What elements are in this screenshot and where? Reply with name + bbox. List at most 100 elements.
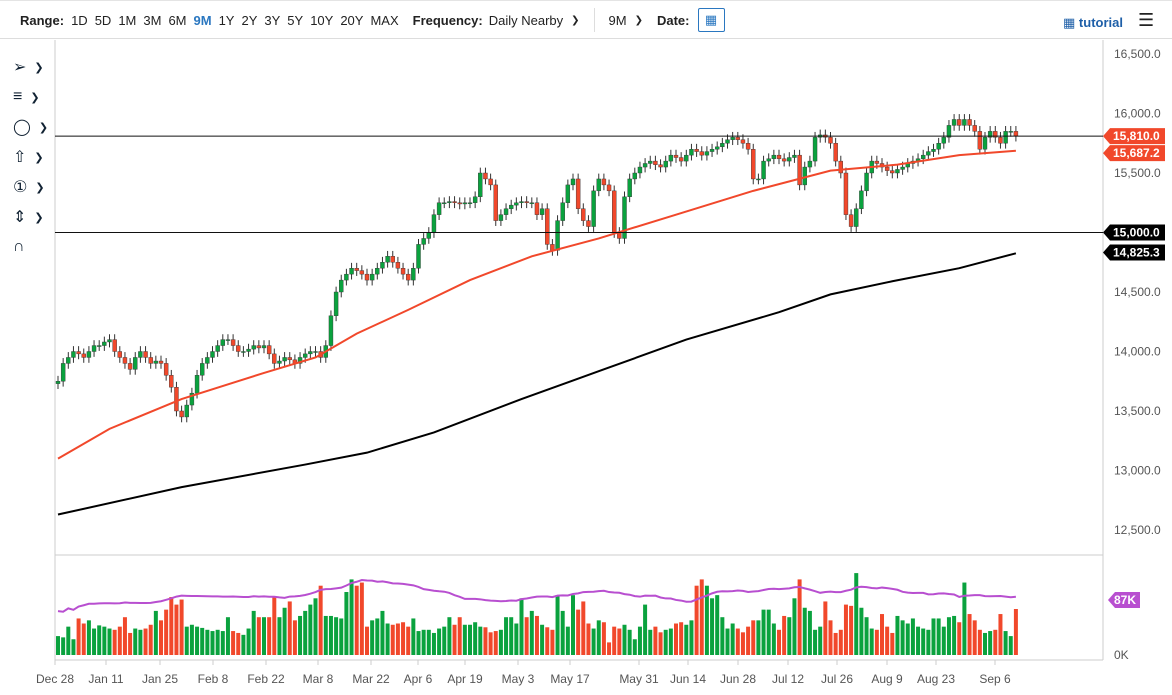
line-tool-icon: ➢ [13,59,27,76]
chevron-down-icon[interactable]: ❯ [571,14,580,26]
candle [169,375,174,388]
range-1y[interactable]: 1Y [218,12,235,28]
volume-bar [385,623,390,655]
candle [416,244,421,269]
chevron-right-icon[interactable]: ❯ [34,61,44,74]
candle [684,154,689,162]
candle [761,160,766,180]
volume-bar [298,615,303,655]
volume-bar [704,585,709,655]
range-3y[interactable]: 3Y [264,12,281,28]
volume-bar [828,620,833,655]
volume-bar [421,629,426,655]
volume-bar [725,628,730,655]
x-tick-label: Jan 11 [88,672,123,686]
candle [488,178,493,186]
candle [436,202,442,215]
volume-bar [957,622,962,655]
candle [179,410,184,418]
volume-bar [61,637,66,655]
candle [637,166,643,174]
measure-tool-button[interactable]: ⇕ ❯ [0,202,53,232]
price-tick-label: 14,000.0 [1114,345,1161,359]
volume-bar [375,618,380,655]
price-tick-label: 12,500.0 [1114,523,1161,537]
volume-zero-label: 0K [1114,648,1129,662]
volume-bar [849,605,854,655]
x-tick-label: Feb 8 [198,672,229,686]
range-3m[interactable]: 3M [143,12,162,28]
volume-bar [122,617,127,655]
price-tag [1103,244,1165,261]
chevron-right-icon[interactable]: ❯ [30,91,40,104]
x-tick-label: Jul 26 [821,672,853,686]
range-1d[interactable]: 1D [71,12,88,28]
candle [148,357,153,364]
range-9m[interactable]: 9M [193,12,212,28]
tutorial-link[interactable]: ▦ tutorial [1063,15,1123,31]
volume-bar [632,639,637,655]
candle [612,190,617,233]
volume-bar [76,618,81,655]
counter-tool-button[interactable]: ① ❯ [0,172,53,202]
candle [112,339,117,352]
volume-bar [488,632,493,655]
magnet-button[interactable]: ∩ [0,232,53,262]
range-5d[interactable]: 5D [94,12,112,28]
volume-bar [241,634,246,655]
volume-bar [833,632,838,655]
period-selector[interactable]: 9M ❯ [609,13,643,28]
candle [194,375,200,394]
range-5y[interactable]: 5Y [287,12,304,28]
range-1m[interactable]: 1M [118,12,137,28]
volume-bar [401,622,406,655]
volume-bar [262,617,266,655]
chevron-right-icon[interactable]: ❯ [38,121,49,134]
range-20y[interactable]: 20Y [340,12,364,28]
hamburger-menu-icon[interactable]: ☰ [1138,10,1155,30]
shape-tool-button[interactable]: ◯ ❯ [0,112,53,142]
date-selector: Date: ▦ [657,8,725,32]
volume-bar [946,617,951,655]
volume-bar [952,615,957,655]
range-6m[interactable]: 6M [168,12,187,28]
volume-bar [200,627,205,655]
volume-bar [272,597,277,655]
volume-bar [555,595,560,655]
candle [848,214,854,227]
candle [632,172,637,180]
candle [967,119,972,126]
volume-bar [390,624,395,655]
volume-bar [998,614,1003,655]
candle [854,208,859,227]
volume-bar [854,573,859,655]
magnet-icon: ∩ [13,238,25,255]
range-max[interactable]: MAX [370,12,399,28]
candle [977,131,983,150]
frequency-value[interactable]: Daily Nearby [488,12,564,28]
period-value[interactable]: 9M [608,12,627,28]
ma50-line [57,149,1016,460]
volume-avg-tag [1108,592,1140,608]
range-2y[interactable]: 2Y [241,12,258,28]
calendar-icon[interactable]: ▦ [697,8,725,32]
volume-bar [292,620,297,655]
volume-bar [117,626,122,655]
chevron-right-icon[interactable]: ❯ [34,151,44,164]
volume-bar [880,614,884,655]
range-10y[interactable]: 10Y [310,12,334,28]
volume-bar [380,610,385,655]
chevron-right-icon[interactable]: ❯ [35,181,45,194]
volume-bar [699,579,704,655]
line-tool-button[interactable]: ➢ ❯ [0,52,53,82]
chevron-right-icon[interactable]: ❯ [34,211,44,224]
chevron-down-icon[interactable]: ❯ [634,14,643,26]
candle [668,154,674,162]
fib-tool-button[interactable]: ≡ ❯ [0,82,53,112]
candle [529,202,534,204]
volume-bar [184,626,189,655]
arrow-tool-button[interactable]: ⇧ ❯ [0,142,53,172]
frequency-selector[interactable]: Frequency: Daily Nearby ❯ [413,13,580,28]
volume-bar [318,585,323,655]
